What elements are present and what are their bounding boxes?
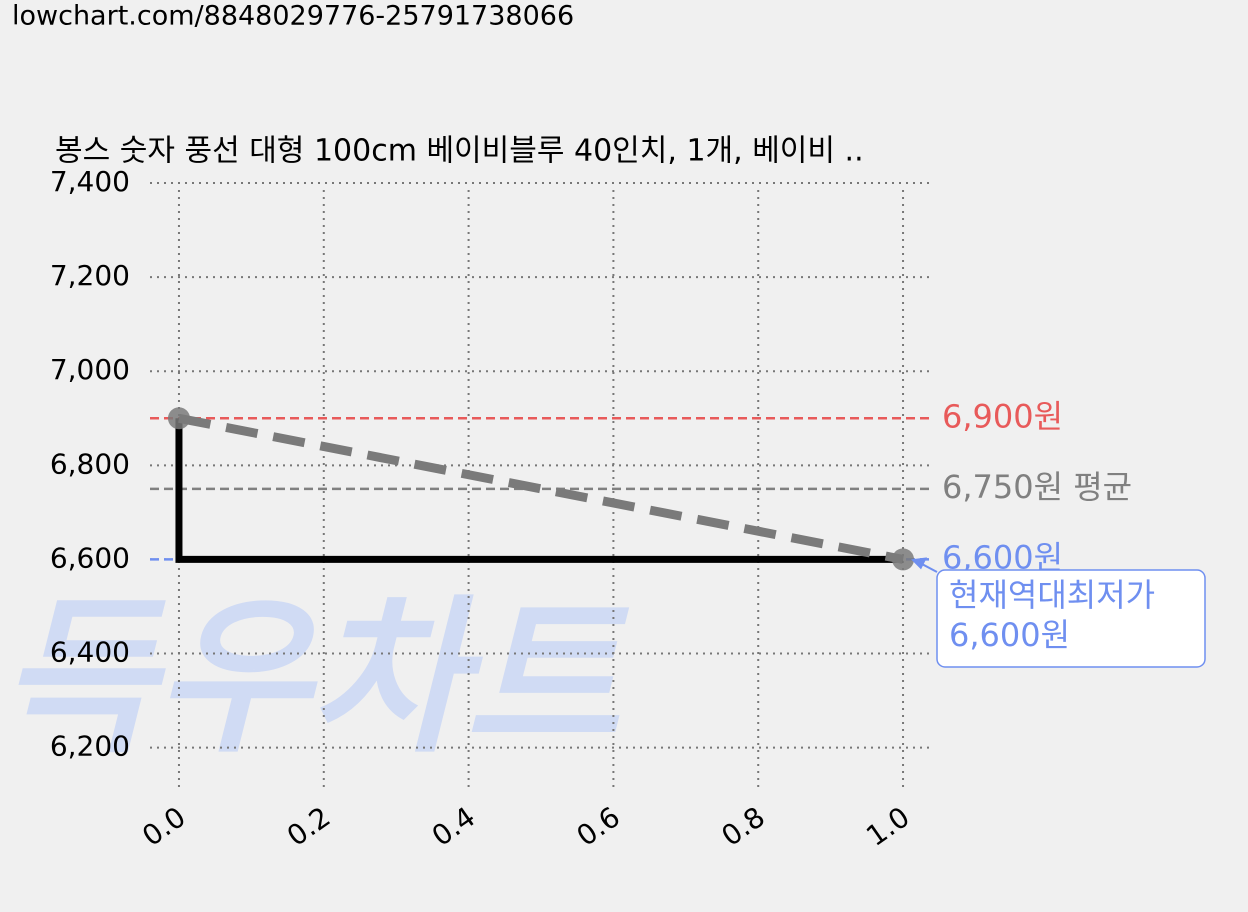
point bbox=[892, 548, 915, 571]
y-tick-label: 6,800 bbox=[50, 447, 130, 480]
y-tick-label: 7,000 bbox=[50, 353, 130, 386]
y-tick-label: 6,400 bbox=[50, 636, 130, 669]
annotation-arrowhead bbox=[911, 557, 928, 570]
y-tick-label: 6,200 bbox=[50, 730, 130, 763]
url: lowchart.com/8848029776-25791738066 bbox=[12, 1, 574, 32]
annotation-text: 6,600원 bbox=[949, 616, 1070, 654]
series-line bbox=[178, 413, 904, 564]
chart-title: 봉스 숫자 풍선 대형 100cm 베이비블루 40인치, 1개, 베이비 .. bbox=[55, 134, 864, 169]
reference-label: 6,900원 bbox=[942, 397, 1063, 435]
y-tick-label: 7,200 bbox=[50, 259, 130, 292]
series-line bbox=[175, 418, 904, 563]
y-tick-label: 7,400 bbox=[50, 165, 130, 198]
reference-label: 6,750원 평균 bbox=[942, 468, 1132, 506]
annotation-box bbox=[936, 569, 1206, 668]
annotation-text: 현재역대최저가 bbox=[949, 576, 1155, 614]
point bbox=[167, 407, 190, 430]
y-tick-label: 6,600 bbox=[50, 541, 130, 574]
watermark: 득우차트 bbox=[0, 580, 629, 776]
